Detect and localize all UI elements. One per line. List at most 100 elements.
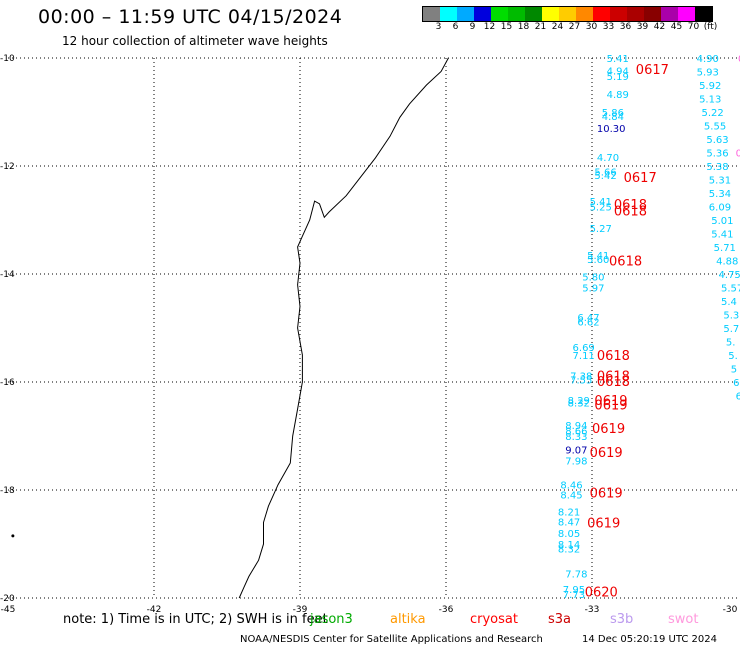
pass-time-label: 0619 <box>587 516 620 531</box>
legend-satellite-cryosat: cryosat <box>470 612 518 627</box>
pass-time-label: 0619 <box>594 394 627 409</box>
wave-height-value: 5.36 <box>706 149 728 160</box>
wave-height-value: 8.46 <box>560 481 582 492</box>
pass-time-label: 0619 <box>594 399 627 414</box>
map-gridlines <box>8 57 738 599</box>
wave-height-value: 5.7 <box>723 324 739 335</box>
color-swatch <box>559 7 576 21</box>
pass-time-label: 0618 <box>614 204 647 219</box>
color-scale-label: 33 <box>602 22 615 32</box>
wave-height-value: 5.86 <box>602 108 624 119</box>
legend-satellite-s3b: s3b <box>610 612 634 627</box>
wave-height-value: 5.38 <box>706 162 728 173</box>
pass-time-label: 0618 <box>597 375 630 390</box>
wave-height-value: 6 <box>733 378 739 389</box>
wave-height-value: 7.78 <box>565 570 587 581</box>
island-mark <box>11 534 15 538</box>
pass-time-label: 0619 <box>590 446 623 461</box>
wave-height-value: 7.95 <box>563 585 585 596</box>
wave-height-value: 7.98 <box>565 456 587 467</box>
color-swatch <box>695 7 712 21</box>
wave-height-value: 5.92 <box>699 81 721 92</box>
latitude-tick-label: -16 <box>0 378 15 388</box>
wave-height-value: 5.97 <box>582 284 604 295</box>
wave-height-value: 8.14 <box>558 540 580 551</box>
color-scale-label: 3 <box>435 22 442 32</box>
wave-height-value: 8.45 <box>560 490 582 501</box>
wave-height-value: 5.55 <box>704 122 726 133</box>
wave-height-value: 02 <box>738 54 740 65</box>
wave-height-value: 4.94 <box>607 66 629 77</box>
wave-height-value: 5.41 <box>711 230 733 241</box>
wave-height-value: 5. <box>726 338 736 349</box>
wave-height-value: 7.55 <box>570 375 592 386</box>
latitude-tick-label: -20 <box>0 594 15 604</box>
pass-time-label: 0618 <box>597 349 630 364</box>
color-scale-label: 24 <box>551 22 564 32</box>
longitude-tick-label: -30 <box>723 605 738 615</box>
wave-height-value: 5.93 <box>697 68 719 79</box>
wave-height-value: 5.19 <box>607 72 629 83</box>
longitude-tick-label: -33 <box>585 605 600 615</box>
wave-height-value: 4.89 <box>607 90 629 101</box>
wave-height-value: 5.34 <box>709 189 731 200</box>
wave-height-value: 6 <box>736 392 740 403</box>
map-subtitle: 12 hour collection of altimeter wave hei… <box>62 34 328 48</box>
wave-height-value: 4.70 <box>597 153 619 164</box>
color-swatch <box>457 7 474 21</box>
legend-satellite-jason3: jason3 <box>310 612 353 627</box>
wave-height-value: 5.22 <box>702 108 724 119</box>
wave-height-value: 7.73 <box>563 590 585 601</box>
wave-height-value: 5.25 <box>590 203 612 214</box>
satellite-legend: note: 1) Time is in UTC; 2) SWH is in fe… <box>0 612 740 630</box>
wave-height-value: 6.47 <box>577 313 599 324</box>
wave-height-value: 5. <box>728 351 738 362</box>
wave-height-value: 8.66 <box>565 427 587 438</box>
color-scale-label: 36 <box>619 22 632 32</box>
pass-time-label: 0618 <box>614 198 647 213</box>
wave-height-value: 5.41 <box>590 197 612 208</box>
wave-height-value: 5.31 <box>709 176 731 187</box>
latitude-tick-label: -12 <box>0 162 15 172</box>
wave-height-value: 4.84 <box>602 112 624 123</box>
color-scale-label: 42 <box>653 22 666 32</box>
wave-height-value: 7.11 <box>573 351 595 362</box>
legend-note: note: 1) Time is in UTC; 2) SWH is in fe… <box>63 612 328 627</box>
color-swatch <box>542 7 559 21</box>
wave-height-value: 8.05 <box>558 529 580 540</box>
color-swatch <box>593 7 610 21</box>
pass-time-label: 0619 <box>592 422 625 437</box>
wave-height-value: 5.13 <box>699 95 721 106</box>
longitude-tick-label: -45 <box>1 605 16 615</box>
longitude-tick-label: -39 <box>293 605 308 615</box>
pass-time-label: 0620 <box>585 586 618 601</box>
wave-height-value: 8.21 <box>558 508 580 519</box>
pass-time-labels: 0617061706180618061806180618061806190619… <box>585 63 669 601</box>
wave-height-value: 5.60 <box>587 255 609 266</box>
map-title: 00:00 – 11:59 UTC 04/15/2024 <box>38 6 343 28</box>
wave-height-value: 10.30 <box>597 124 626 135</box>
color-scale-label: 9 <box>469 22 476 32</box>
wave-height-value: 5.66 <box>594 167 616 178</box>
wave-height-value: 5.3 <box>723 311 739 322</box>
map-axes: -45 -42 -39 -36 -33 -30 -10 -12 -14 -16 -18 -20 <box>0 54 738 615</box>
wave-height-value: 8.32 <box>558 544 580 555</box>
wave-height-value: 9.07 <box>565 446 587 457</box>
legend-satellite-swot: swot <box>668 612 699 627</box>
longitude-tick-label: -36 <box>439 605 454 615</box>
pass-time-label: 0619 <box>590 487 623 502</box>
color-scale-label: 30 <box>585 22 598 32</box>
color-scale-label: 39 <box>636 22 649 32</box>
color-swatch <box>678 7 695 21</box>
coastline <box>11 57 449 599</box>
color-scale-label: 70 <box>687 22 700 32</box>
wave-height-value: 4.75 <box>719 270 740 281</box>
wave-height-value: 6.09 <box>709 203 731 214</box>
wave-height-value: 5.80 <box>582 273 604 284</box>
color-swatch <box>661 7 678 21</box>
pass-time-label: 0618 <box>597 370 630 385</box>
color-swatch <box>474 7 491 21</box>
wave-height-value: 4.90 <box>697 54 719 65</box>
wave-height-value: 7.38 <box>570 372 592 383</box>
